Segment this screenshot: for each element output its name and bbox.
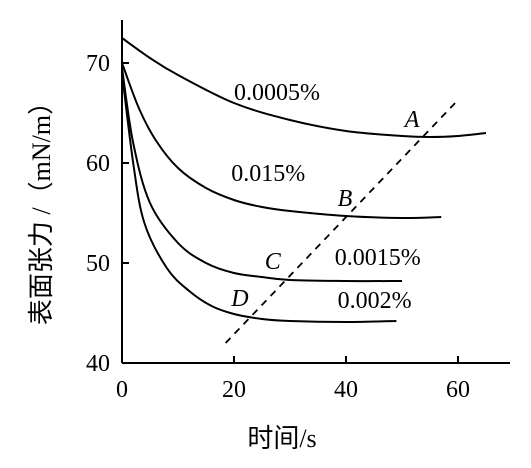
y-tick-label: 40	[86, 351, 110, 377]
labels-group: 0.0005% 0.015% 0.0015% 0.002% A B CD	[230, 80, 421, 314]
x-tick-label: 20	[222, 377, 246, 403]
y-axis-title: 表面张力 /（mN/m）	[27, 89, 56, 325]
series-label: 0.002%	[338, 288, 412, 314]
point-label-b: B	[338, 186, 353, 212]
x-axis-title: 时间/s	[247, 424, 316, 453]
ticks: 0 20 40 60 40 50 60 70	[86, 51, 470, 403]
series-group	[121, 37, 487, 344]
x-tick-label: 40	[334, 377, 358, 403]
dashed-reference-line	[224, 99, 459, 344]
series-label: 0.015%	[231, 161, 305, 187]
series-label: 0.0015%	[335, 245, 421, 271]
point-label-d: D	[230, 286, 248, 312]
x-tick-label: 0	[116, 377, 128, 403]
x-tick-label: 60	[446, 377, 470, 403]
y-tick-label: 70	[86, 51, 110, 77]
series-line-4	[121, 72, 397, 324]
y-tick-label: 60	[86, 151, 110, 177]
axes	[121, 20, 510, 364]
series-line-2	[121, 62, 442, 220]
point-label-a: A	[403, 107, 420, 133]
y-tick-label: 50	[86, 251, 110, 277]
series-line-1	[121, 37, 487, 139]
series-label: 0.0005%	[234, 80, 320, 106]
series-line-3	[121, 67, 403, 283]
point-label-c: C	[265, 249, 282, 275]
